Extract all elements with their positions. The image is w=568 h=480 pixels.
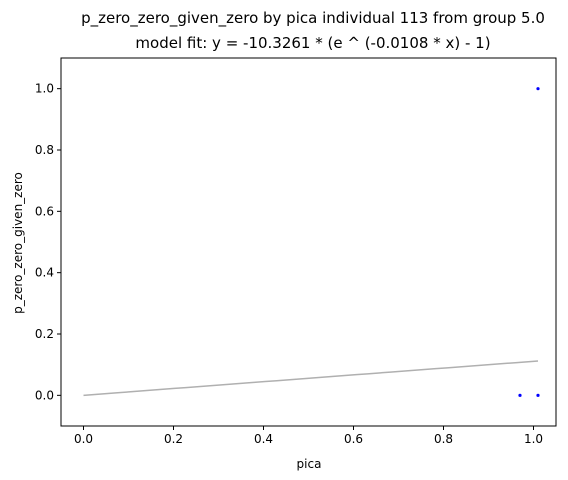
y-tick-label: 0.0	[35, 388, 54, 402]
x-tick-label: 0.4	[254, 432, 273, 446]
y-tick-label: 0.4	[35, 266, 54, 280]
chart-subtitle: model fit: y = -10.3261 * (e ^ (-0.0108 …	[135, 34, 490, 52]
x-tick-label: 0.6	[344, 432, 363, 446]
y-tick-label: 0.2	[35, 327, 54, 341]
y-tick-label: 0.8	[35, 143, 54, 157]
chart-title: p_zero_zero_given_zero by pica individua…	[81, 9, 545, 28]
data-point	[518, 393, 522, 397]
data-point	[536, 87, 540, 91]
x-axis-label: pica	[297, 457, 322, 471]
y-axis: 0.0 0.2 0.4 0.6 0.8 1.0	[35, 82, 61, 402]
y-tick-label: 0.6	[35, 204, 54, 218]
fit-line	[83, 360, 539, 397]
y-axis-label: p_zero_zero_given_zero	[11, 172, 25, 314]
x-tick-label: 0.0	[74, 432, 93, 446]
y-tick-label: 1.0	[35, 82, 54, 96]
data-point	[536, 393, 540, 397]
x-tick-label: 1.0	[524, 432, 543, 446]
x-tick-label: 0.2	[164, 432, 183, 446]
x-axis: 0.0 0.2 0.4 0.6 0.8 1.0	[74, 426, 543, 446]
plot-area	[83, 87, 540, 397]
plot-frame	[60, 57, 557, 427]
x-tick-label: 0.8	[434, 432, 453, 446]
